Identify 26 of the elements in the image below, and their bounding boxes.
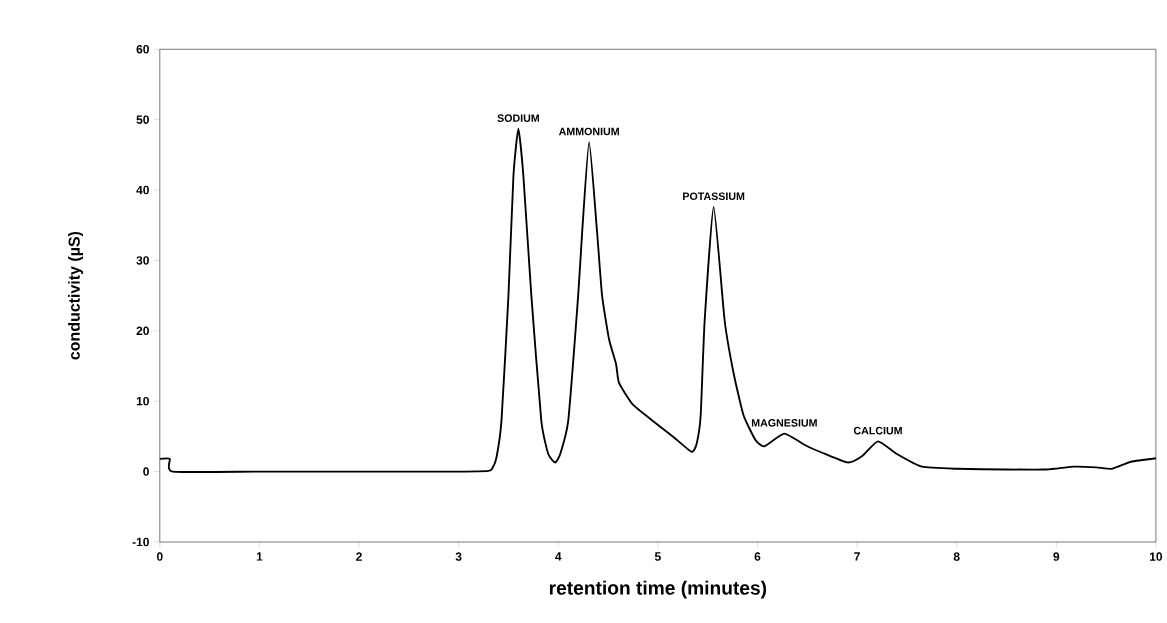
y-tick-label: 20 — [136, 326, 149, 335]
x-tick-label: 10 — [1149, 552, 1163, 561]
x-tick-label: 8 — [953, 552, 960, 561]
annotation: SODIUM — [497, 114, 539, 122]
y-axis-title: conductivity (µS) — [68, 231, 83, 360]
x-tick-label: 9 — [1053, 552, 1060, 561]
annotation: POTASSIUM — [683, 192, 745, 200]
x-tick-label: 6 — [754, 552, 761, 561]
annotation: MAGNESIUM — [751, 419, 817, 427]
x-axis-title: retention time (minutes) — [549, 580, 767, 599]
x-tick-label: 2 — [356, 552, 362, 561]
annotation: CALCIUM — [853, 426, 902, 435]
y-tick-label: 60 — [136, 44, 149, 54]
y-tick-label: -10 — [132, 537, 149, 547]
y-tick-label: 40 — [136, 185, 149, 195]
x-tick-label: 3 — [455, 552, 462, 561]
y-tick-label: 50 — [136, 115, 149, 124]
x-tick-label: 0 — [156, 552, 163, 561]
y-tick-label: 0 — [143, 467, 149, 476]
x-tick-label: 7 — [854, 552, 860, 561]
annotation: AMMONIUM — [558, 127, 619, 136]
x-tick-label: 5 — [654, 552, 661, 561]
x-tick-label: 1 — [256, 552, 263, 561]
y-tick-label: 30 — [136, 256, 149, 265]
y-tick-label: 10 — [136, 396, 149, 406]
x-tick-label: 4 — [555, 552, 562, 561]
